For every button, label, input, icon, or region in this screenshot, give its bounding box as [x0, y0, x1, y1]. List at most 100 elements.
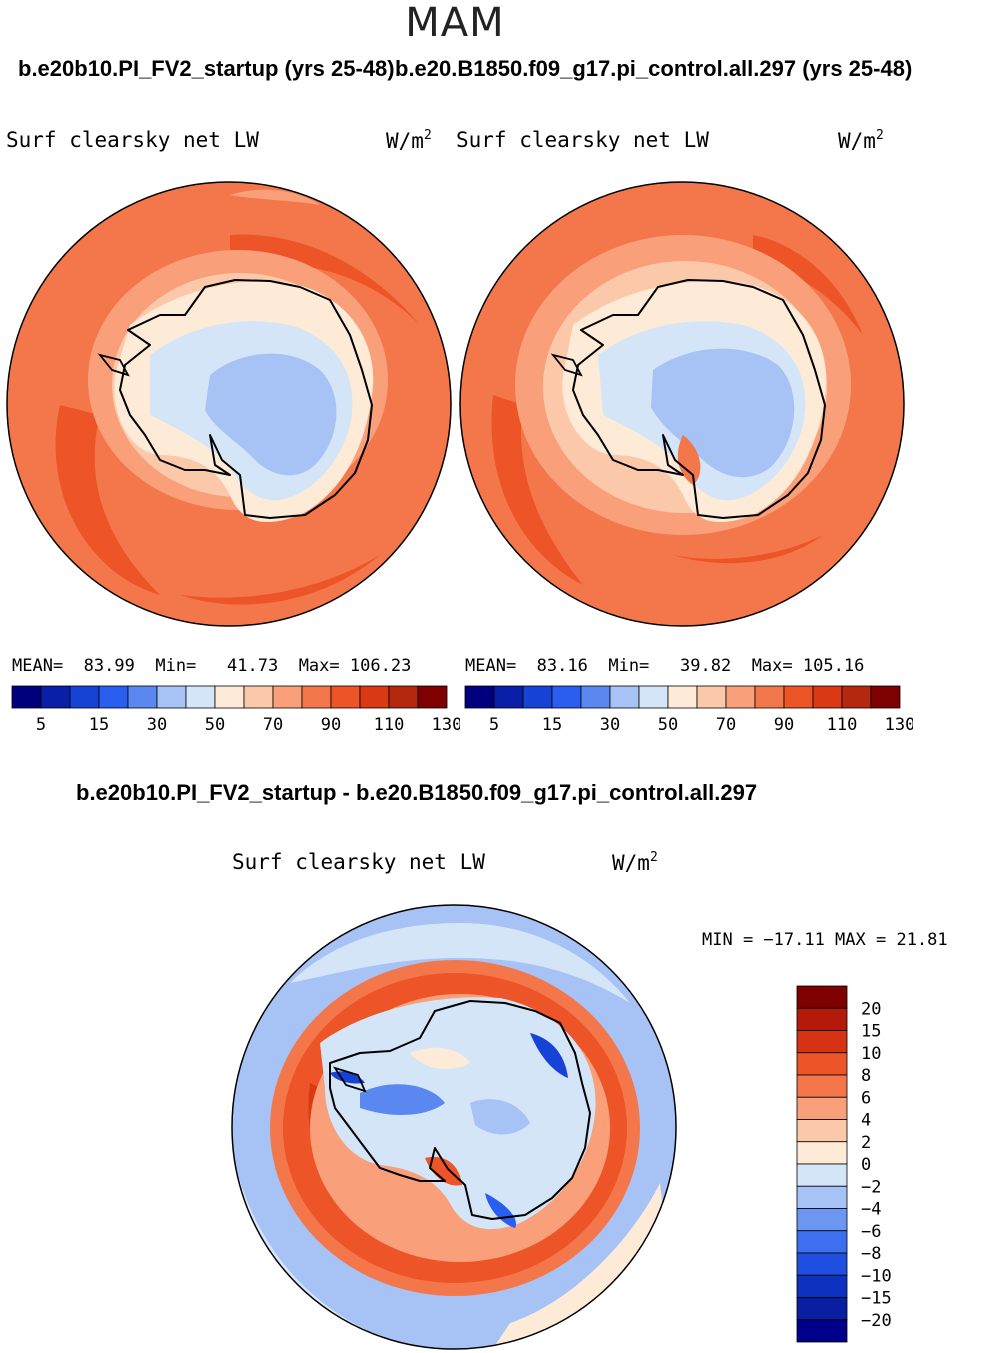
diff-colorbar-swatch-5	[796, 1096, 848, 1120]
diff-colorbar-swatch-0	[796, 985, 848, 1009]
left-colorbar-swatch-5	[156, 685, 187, 709]
diff-units-label: W/m2	[612, 850, 658, 875]
right-colorbar-swatch-12	[812, 685, 843, 709]
left-colorbar-tick-label-2: 30	[147, 715, 167, 735]
right-colorbar-tick-label-6: 110	[827, 715, 858, 735]
left-colorbar-tick-label-6: 110	[374, 715, 405, 735]
right-case-title: b.e20.B1850.f09_g17.pi_control.all.297 (…	[395, 56, 913, 81]
left-colorbar-swatch-8	[243, 685, 274, 709]
right-colorbar-tick-label-3: 50	[658, 715, 678, 735]
right-colorbar-swatch-10	[754, 685, 785, 709]
right-colorbar-swatch-8	[696, 685, 727, 709]
diff-colorbar-tick-label-2: 10	[861, 1044, 881, 1064]
diff-colorbar-swatch-8	[796, 1163, 848, 1187]
diff-colorbar-tick-label-11: −8	[861, 1244, 881, 1264]
right-colorbar-swatch-2	[522, 685, 553, 709]
diff-variable-label: Surf clearsky net LW	[232, 850, 485, 874]
right-colorbar-swatch-11	[783, 685, 814, 709]
left-colorbar-tick-label-5: 90	[321, 715, 341, 735]
diff-colorbar-tick-label-1: 15	[861, 1022, 881, 1042]
left-colorbar-swatch-3	[98, 685, 129, 709]
right-variable-label: Surf clearsky net LW	[456, 128, 709, 152]
diff-colorbar-tick-label-10: −6	[861, 1222, 881, 1242]
left-colorbar-swatch-10	[301, 685, 332, 709]
right-colorbar-tick-label-7: 130	[885, 715, 913, 735]
left-colorbar: 5 15 30 50 70 90 110 130	[11, 685, 460, 735]
diff-minmax: MIN = −17.11 MAX = 21.81	[702, 930, 948, 950]
right-colorbar-swatches	[464, 685, 901, 709]
diff-colorbar-swatch-13	[796, 1274, 848, 1298]
right-colorbar-tick-label-2: 30	[600, 715, 620, 735]
left-colorbar-tick-label-7: 130	[432, 715, 460, 735]
diff-colorbar-swatch-4	[796, 1074, 848, 1098]
diff-colorbar-swatch-1	[796, 1007, 848, 1031]
right-units-label: W/m2	[838, 128, 884, 153]
left-polar-map	[6, 181, 452, 627]
right-colorbar-tick-label-5: 90	[774, 715, 794, 735]
right-polar-map	[459, 181, 905, 627]
right-colorbar-swatch-7	[667, 685, 698, 709]
right-colorbar-swatch-3	[551, 685, 582, 709]
right-colorbar-tick-label-4: 70	[716, 715, 736, 735]
diff-colorbar-tick-label-9: −4	[861, 1200, 881, 1220]
diff-colorbar-tick-label-0: 20	[861, 999, 881, 1019]
diff-colorbar-swatch-12	[796, 1252, 848, 1276]
right-colorbar-swatch-14	[870, 685, 901, 709]
diff-colorbar-swatch-2	[796, 1030, 848, 1054]
diff-polar-map	[231, 904, 677, 1350]
left-colorbar-swatch-12	[359, 685, 390, 709]
right-colorbar-swatch-0	[464, 685, 495, 709]
left-colorbar-swatch-9	[272, 685, 303, 709]
left-antarctica-coastline	[119, 279, 373, 519]
left-colorbar-swatch-13	[388, 685, 419, 709]
left-colorbar-swatch-2	[69, 685, 100, 709]
diff-colorbar-tick-label-4: 6	[861, 1088, 871, 1108]
right-colorbar-labels: 5 15 30 50 70 90 110 130	[489, 715, 913, 735]
left-units-label: W/m2	[386, 128, 432, 153]
diff-colorbar-tick-label-14: −20	[861, 1311, 892, 1331]
right-colorbar-swatch-5	[609, 685, 640, 709]
left-colorbar-swatch-4	[127, 685, 158, 709]
right-antarctica-coastline	[572, 279, 826, 519]
season-title: MAM	[405, 0, 505, 46]
left-colorbar-tick-label-1: 15	[89, 715, 109, 735]
right-colorbar-tick-label-1: 15	[542, 715, 562, 735]
left-colorbar-labels: 5 15 30 50 70 90 110 130	[36, 715, 460, 735]
diff-colorbar-swatch-9	[796, 1185, 848, 1209]
right-stats: MEAN= 83.16 Min= 39.82 Max= 105.16	[465, 656, 865, 676]
left-colorbar-swatch-6	[185, 685, 216, 709]
diff-colorbar-tick-label-7: 0	[861, 1155, 871, 1175]
diff-colorbar-swatch-14	[796, 1297, 848, 1321]
diff-title: b.e20b10.PI_FV2_startup - b.e20.B1850.f0…	[76, 780, 758, 805]
left-variable-label: Surf clearsky net LW	[6, 128, 259, 152]
right-colorbar-swatch-13	[841, 685, 872, 709]
diff-colorbar-tick-label-12: −10	[861, 1266, 892, 1286]
diff-colorbar-swatch-10	[796, 1208, 848, 1232]
right-colorbar-swatch-6	[638, 685, 669, 709]
left-colorbar-tick-label-4: 70	[263, 715, 283, 735]
diff-colorbar-swatches	[796, 985, 848, 1343]
diff-colorbar-swatch-15	[796, 1319, 848, 1343]
diff-colorbar-tick-label-8: −2	[861, 1177, 881, 1197]
diff-colorbar-tick-label-6: 2	[861, 1133, 871, 1153]
right-colorbar-swatch-4	[580, 685, 611, 709]
left-colorbar-tick-label-0: 5	[36, 715, 46, 735]
right-colorbar-swatch-1	[493, 685, 524, 709]
diff-colorbar-swatch-11	[796, 1230, 848, 1254]
left-colorbar-swatch-14	[417, 685, 448, 709]
right-colorbar-swatch-9	[725, 685, 756, 709]
left-colorbar-swatch-7	[214, 685, 245, 709]
left-stats: MEAN= 83.99 Min= 41.73 Max= 106.23	[12, 656, 412, 676]
diff-colorbar-swatch-7	[796, 1141, 848, 1165]
left-case-title: b.e20b10.PI_FV2_startup (yrs 25-48)	[18, 56, 395, 81]
diff-colorbar-tick-label-5: 4	[861, 1111, 871, 1131]
right-colorbar: 5 15 30 50 70 90 110 130	[464, 685, 913, 735]
diff-colorbar-tick-label-13: −15	[861, 1289, 892, 1309]
left-colorbar-swatch-0	[11, 685, 42, 709]
left-colorbar-swatch-11	[330, 685, 361, 709]
left-colorbar-tick-label-3: 50	[205, 715, 225, 735]
diff-antarctica-coastline	[329, 1000, 591, 1220]
left-colorbar-swatch-1	[40, 685, 71, 709]
